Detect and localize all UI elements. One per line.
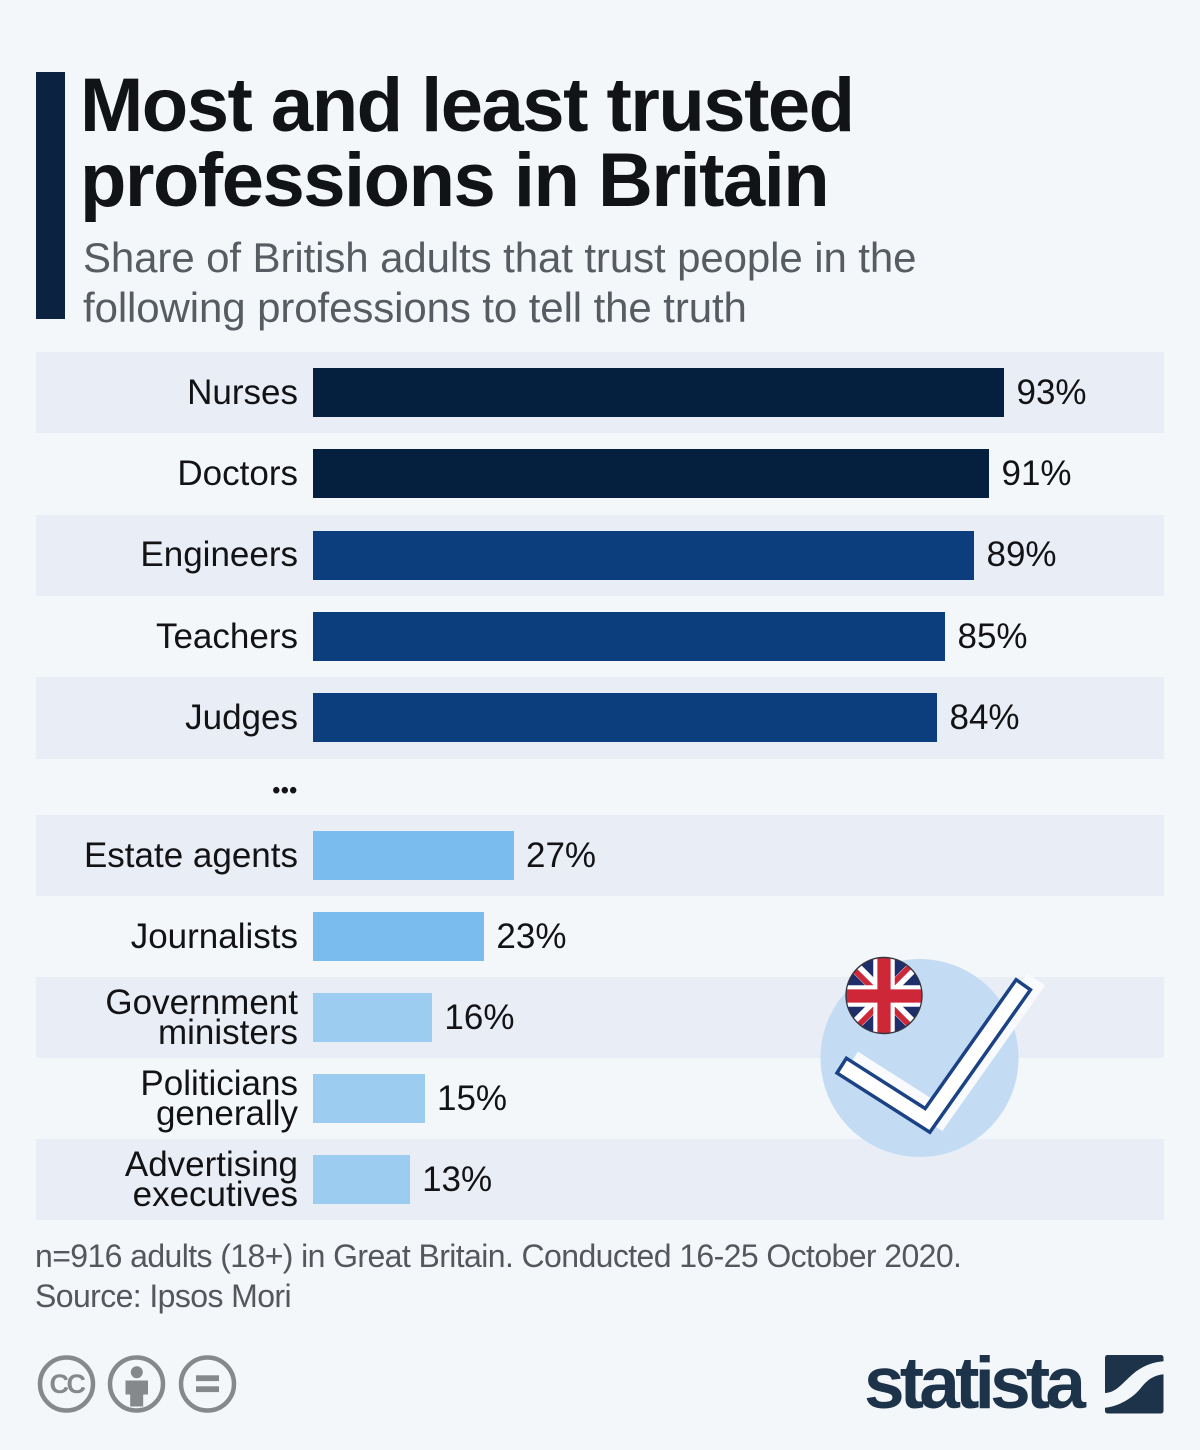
- svg-text:CC: CC: [50, 1369, 86, 1399]
